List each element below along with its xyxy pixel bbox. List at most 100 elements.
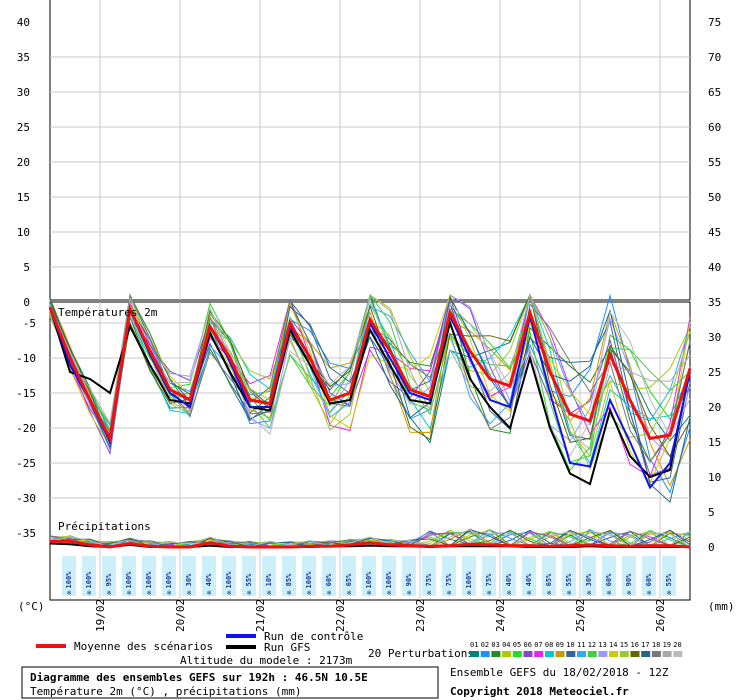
perturbation-swatch: [609, 651, 619, 657]
snowflake-icon: ❄: [307, 589, 311, 597]
snow-cell: [82, 556, 96, 596]
snow-cell: [482, 556, 496, 596]
perturbation-id: 18: [652, 641, 660, 649]
snow-cell: [182, 556, 196, 596]
right-tick-label: 30: [708, 331, 721, 344]
snowflake-icon: ❄: [607, 589, 611, 597]
legend-gfs-label: Run GFS: [264, 641, 310, 654]
x-tick-label: 23/02: [414, 599, 427, 632]
snow-cell: [442, 556, 456, 596]
perturbation-swatch: [534, 651, 544, 657]
perturbation-swatch: [619, 651, 629, 657]
snow-cell: [402, 556, 416, 596]
snowflake-icon: ❄: [87, 589, 91, 597]
snowflake-icon: ❄: [587, 589, 591, 597]
snow-cell: [562, 556, 576, 596]
x-tick-label: 24/02: [494, 599, 507, 632]
left-tick-label: 20: [17, 156, 30, 169]
left-tick-label: -30: [16, 492, 36, 505]
perturbation-id: 09: [556, 641, 564, 649]
snowflake-icon: ❄: [627, 589, 631, 597]
snow-cell: [542, 556, 556, 596]
perturbation-swatch: [470, 651, 479, 657]
snowflake-icon: ❄: [467, 589, 471, 597]
perturbation-line: [49, 293, 691, 458]
snowflake-icon: ❄: [187, 589, 191, 597]
perturbation-swatch: [641, 651, 651, 657]
snowflake-icon: ❄: [227, 589, 231, 597]
series-line-mean: [48, 303, 692, 444]
left-unit-label: (°C): [18, 600, 45, 613]
snow-probability-label: 55%: [665, 573, 673, 586]
snow-cell: [122, 556, 136, 596]
perturbation-legend: 01 02 03 04 05 06 07 08 09 10 11 12 13 14 15 16 17 18 19 20: [470, 641, 683, 657]
right-tick-label: 65: [708, 86, 721, 99]
left-tick-label: -5: [23, 317, 36, 330]
snow-probability-label: 100%: [385, 571, 393, 589]
legend-perturbations-label: 20 Perturbations: [368, 647, 474, 660]
snow-probability-label: 65%: [345, 573, 353, 586]
legend-mean-label: Moyenne des scénarios: [74, 640, 213, 653]
copyright: Copyright 2018 Meteociel.fr: [450, 685, 629, 698]
perturbation-id: 16: [631, 641, 639, 649]
left-axis-ticks: 40 35 30 25 20 15 10 5 0 -5 -10 -15 -20 -25 -30 -35: [16, 16, 36, 540]
snow-probability-label: 10%: [265, 573, 273, 586]
perturbation-id: 20: [673, 641, 681, 649]
perturbation-id: 02: [481, 641, 489, 649]
right-tick-label: 45: [708, 226, 721, 239]
snow-probability-label: 100%: [465, 571, 473, 589]
right-tick-label: 0: [708, 541, 715, 554]
snow-probability-label: 100%: [225, 571, 233, 589]
snowflake-icon: ❄: [567, 589, 571, 597]
right-tick-label: 50: [708, 191, 721, 204]
snowflake-icon: ❄: [207, 589, 211, 597]
right-tick-label: 25: [708, 366, 721, 379]
right-tick-label: 70: [708, 51, 721, 64]
left-tick-label: 15: [17, 191, 30, 204]
series-line-gfs: [49, 307, 691, 486]
chart-title: Diagramme des ensembles GEFS sur 192h : …: [30, 671, 368, 684]
snow-cell: [302, 556, 316, 596]
snow-cell: [62, 556, 76, 596]
title-box: [21, 666, 439, 699]
snow-probability-label: 40%: [505, 573, 513, 586]
grid-bottom-panel: [49, 301, 691, 601]
left-tick-label: -10: [16, 352, 36, 365]
left-tick-label: 35: [17, 51, 30, 64]
left-tick-label: 10: [17, 226, 30, 239]
snowflake-icon: ❄: [387, 589, 391, 597]
snowflake-icon: ❄: [507, 589, 511, 597]
grid-top-panel: [49, 0, 691, 301]
snow-cell: [102, 556, 116, 596]
perturbation-swatch: [502, 651, 512, 657]
snow-cell: [322, 556, 336, 596]
snow-probability-label: 100%: [305, 571, 313, 589]
snow-cell: [162, 556, 176, 596]
snowflake-icon: ❄: [547, 589, 551, 597]
right-tick-label: 55: [708, 156, 721, 169]
snow-probability-label: 90%: [405, 573, 413, 586]
snowflake-icon: ❄: [447, 589, 451, 597]
snow-probability-label: 100%: [165, 571, 173, 589]
snowflake-icon: ❄: [247, 589, 251, 597]
perturbation-swatch: [598, 651, 608, 657]
perturbation-swatch: [673, 651, 683, 657]
snow-probability-row: 100%❄100%❄95%❄100%❄100%❄100%❄30%❄40%❄100…: [62, 556, 676, 597]
snow-cell: [422, 556, 436, 596]
perturbation-swatch: [630, 651, 640, 657]
bottom-panel-frame: [49, 301, 691, 601]
right-unit-label: (mm): [708, 600, 735, 613]
x-tick-label: 25/02: [574, 599, 587, 632]
perturbation-swatch: [662, 651, 672, 657]
left-tick-label: -35: [16, 527, 36, 540]
snow-probability-label: 95%: [105, 573, 113, 586]
perturbation-id: 06: [524, 641, 532, 649]
perturbation-id: 15: [620, 641, 628, 649]
snow-cell: [242, 556, 256, 596]
perturbation-swatch: [480, 651, 490, 657]
snow-probability-label: 75%: [425, 573, 433, 586]
snow-probability-label: 40%: [205, 573, 213, 586]
snowflake-icon: ❄: [67, 589, 71, 597]
snowflake-icon: ❄: [647, 589, 651, 597]
